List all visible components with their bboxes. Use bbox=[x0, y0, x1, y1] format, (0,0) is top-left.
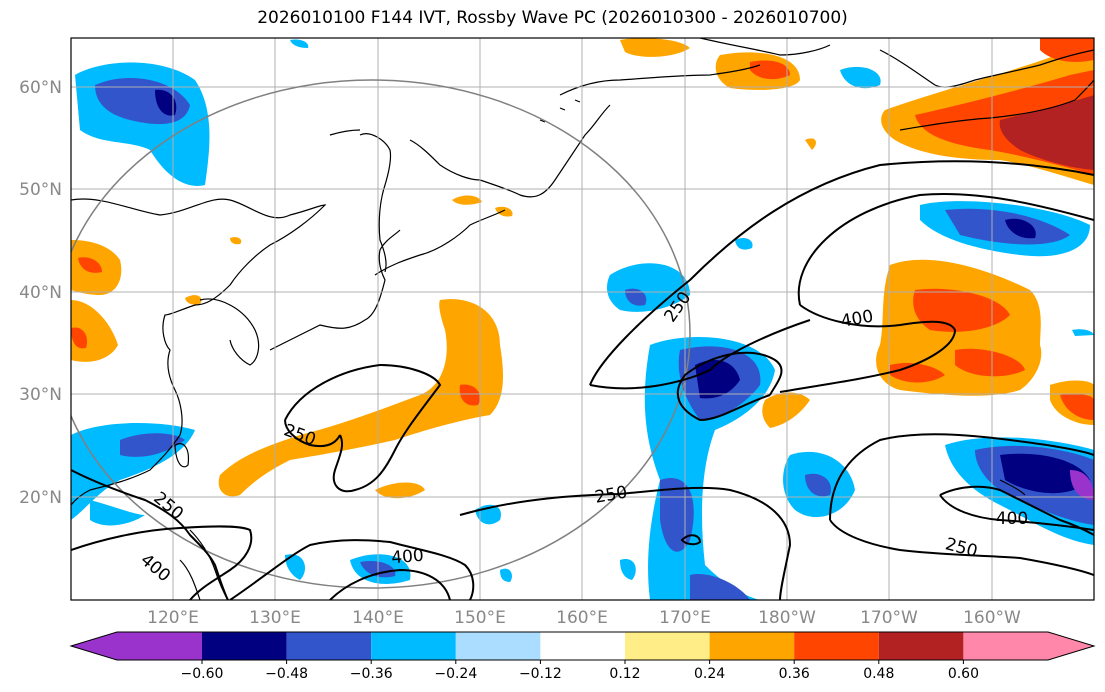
map-title: 2026010100 F144 IVT, Rossby Wave PC (202… bbox=[257, 8, 848, 28]
colorbar-tick-label: 0.12 bbox=[609, 666, 640, 682]
colorbar: −0.60 −0.48 −0.36 −0.24 −0.12 0.12 0.24 0.36 0.4… bbox=[69, 631, 1096, 682]
colorbar-swatch bbox=[286, 632, 372, 660]
colorbar-swatch bbox=[878, 632, 964, 660]
lon-tick-label: 170°W bbox=[860, 608, 918, 628]
lat-tick-label: 60°N bbox=[19, 78, 62, 98]
colorbar-tick-label: −0.48 bbox=[265, 666, 308, 682]
lon-tick-label: 130°E bbox=[249, 608, 301, 628]
lon-tick-label: 160°E bbox=[556, 608, 608, 628]
colorbar-outline bbox=[69, 631, 1096, 661]
colorbar-swatch bbox=[371, 632, 456, 660]
colorbar-tick-label: −0.24 bbox=[434, 666, 477, 682]
longitude-tick-labels: 120°E 130°E 140°E 150°E 160°E 170°E 180°… bbox=[147, 608, 1021, 628]
contour-label: 400 bbox=[391, 546, 425, 569]
colorbar-extend-low bbox=[71, 632, 117, 660]
colorbar-tick-label: −0.60 bbox=[181, 666, 224, 682]
colorbar-tick-label: −0.12 bbox=[519, 666, 562, 682]
coastlines bbox=[71, 38, 1094, 600]
negative-anomaly-shading bbox=[71, 39, 1094, 600]
colorbar-swatch bbox=[963, 632, 1048, 660]
colorbar-swatch bbox=[455, 632, 541, 660]
colorbar-tick-label: 0.24 bbox=[694, 666, 725, 682]
colorbar-swatch bbox=[540, 632, 625, 660]
lat-tick-label: 40°N bbox=[19, 283, 62, 303]
region-circle bbox=[71, 79, 691, 589]
colorbar-ticks: −0.60 −0.48 −0.36 −0.24 −0.12 0.12 0.24 0.36 0.4… bbox=[181, 660, 979, 682]
colorbar-swatch bbox=[117, 632, 202, 660]
lon-tick-label: 150°E bbox=[454, 608, 506, 628]
colorbar-swatch bbox=[625, 632, 710, 660]
contour-label: 400 bbox=[996, 509, 1028, 529]
colorbar-tick-label: 0.60 bbox=[948, 666, 979, 682]
lon-tick-label: 180°W bbox=[758, 608, 816, 628]
colorbar-tick-label: −0.36 bbox=[350, 666, 393, 682]
colorbar-tick-label: 0.36 bbox=[779, 666, 810, 682]
lon-tick-label: 120°E bbox=[147, 608, 199, 628]
positive-anomaly-shading bbox=[71, 38, 1094, 499]
lon-tick-label: 160°W bbox=[963, 608, 1021, 628]
contour-lines bbox=[71, 160, 1094, 600]
gridlines bbox=[71, 38, 1094, 600]
colorbar-extend-high bbox=[1048, 632, 1094, 660]
lat-tick-label: 50°N bbox=[19, 180, 62, 200]
map-area: 250 250 250 250 250 400 400 400 400 bbox=[71, 38, 1094, 600]
map-frame bbox=[70, 37, 1095, 601]
colorbar-swatches bbox=[71, 632, 1094, 660]
colorbar-swatch bbox=[709, 632, 795, 660]
lon-tick-label: 170°E bbox=[659, 608, 711, 628]
lat-tick-label: 30°N bbox=[19, 385, 62, 405]
lat-tick-label: 20°N bbox=[19, 488, 62, 508]
colorbar-swatch bbox=[202, 632, 287, 660]
colorbar-swatch bbox=[794, 632, 879, 660]
colorbar-tick-label: 0.48 bbox=[863, 666, 894, 682]
lon-tick-label: 140°E bbox=[352, 608, 404, 628]
latitude-tick-labels: 60°N 50°N 40°N 30°N 20°N bbox=[19, 78, 62, 508]
